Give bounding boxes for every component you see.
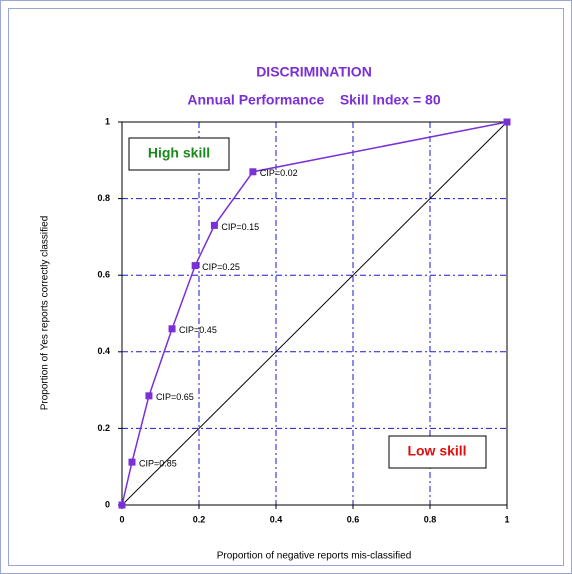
point: [168, 325, 176, 333]
x-tick-label: 0.2: [193, 514, 206, 524]
point-label: CIP=0.85: [139, 458, 177, 468]
y-tick-label: 0.4: [97, 346, 110, 356]
point-label: CIP=0.15: [221, 222, 259, 232]
point: [503, 118, 511, 126]
chart-title: DISCRIMINATION: [256, 64, 372, 80]
annotation-box: [388, 435, 487, 469]
point-label: CIP=0.65: [156, 392, 194, 402]
x-tick-label: 0.6: [347, 514, 360, 524]
x-tick-label: 1: [504, 514, 509, 524]
annotation-box: [128, 137, 230, 171]
x-tick-label: 0: [119, 514, 124, 524]
y-axis-label: Proportion of Yes reports correctly clas…: [40, 216, 51, 411]
y-tick-label: 0.2: [97, 423, 110, 433]
y-tick-label: 1: [105, 116, 110, 126]
y-tick-label: 0.8: [97, 193, 110, 203]
x-tick-label: 0.4: [270, 514, 283, 524]
annotation: Low skill: [407, 443, 466, 459]
point-label: CIP=0.25: [202, 262, 240, 272]
x-axis-label: Proportion of negative reports mis-class…: [217, 551, 412, 562]
y-tick-label: 0: [105, 499, 110, 509]
point: [210, 221, 218, 229]
chart-subtitle: Annual Performance Skill Index = 80: [187, 92, 440, 108]
point-label: CIP=0.45: [179, 325, 217, 335]
inner-frame: [8, 8, 564, 566]
point: [249, 168, 257, 176]
y-tick-label: 0.6: [97, 270, 110, 280]
point: [118, 501, 126, 509]
roc-line: [121, 121, 508, 506]
x-tick-label: 0.8: [424, 514, 437, 524]
diagonal: [121, 121, 508, 506]
plot-frame: [121, 121, 508, 506]
point: [191, 262, 199, 270]
point: [128, 458, 136, 466]
point-label: CIP=0.02: [260, 168, 298, 178]
annotation: High skill: [148, 145, 210, 161]
point: [145, 392, 153, 400]
